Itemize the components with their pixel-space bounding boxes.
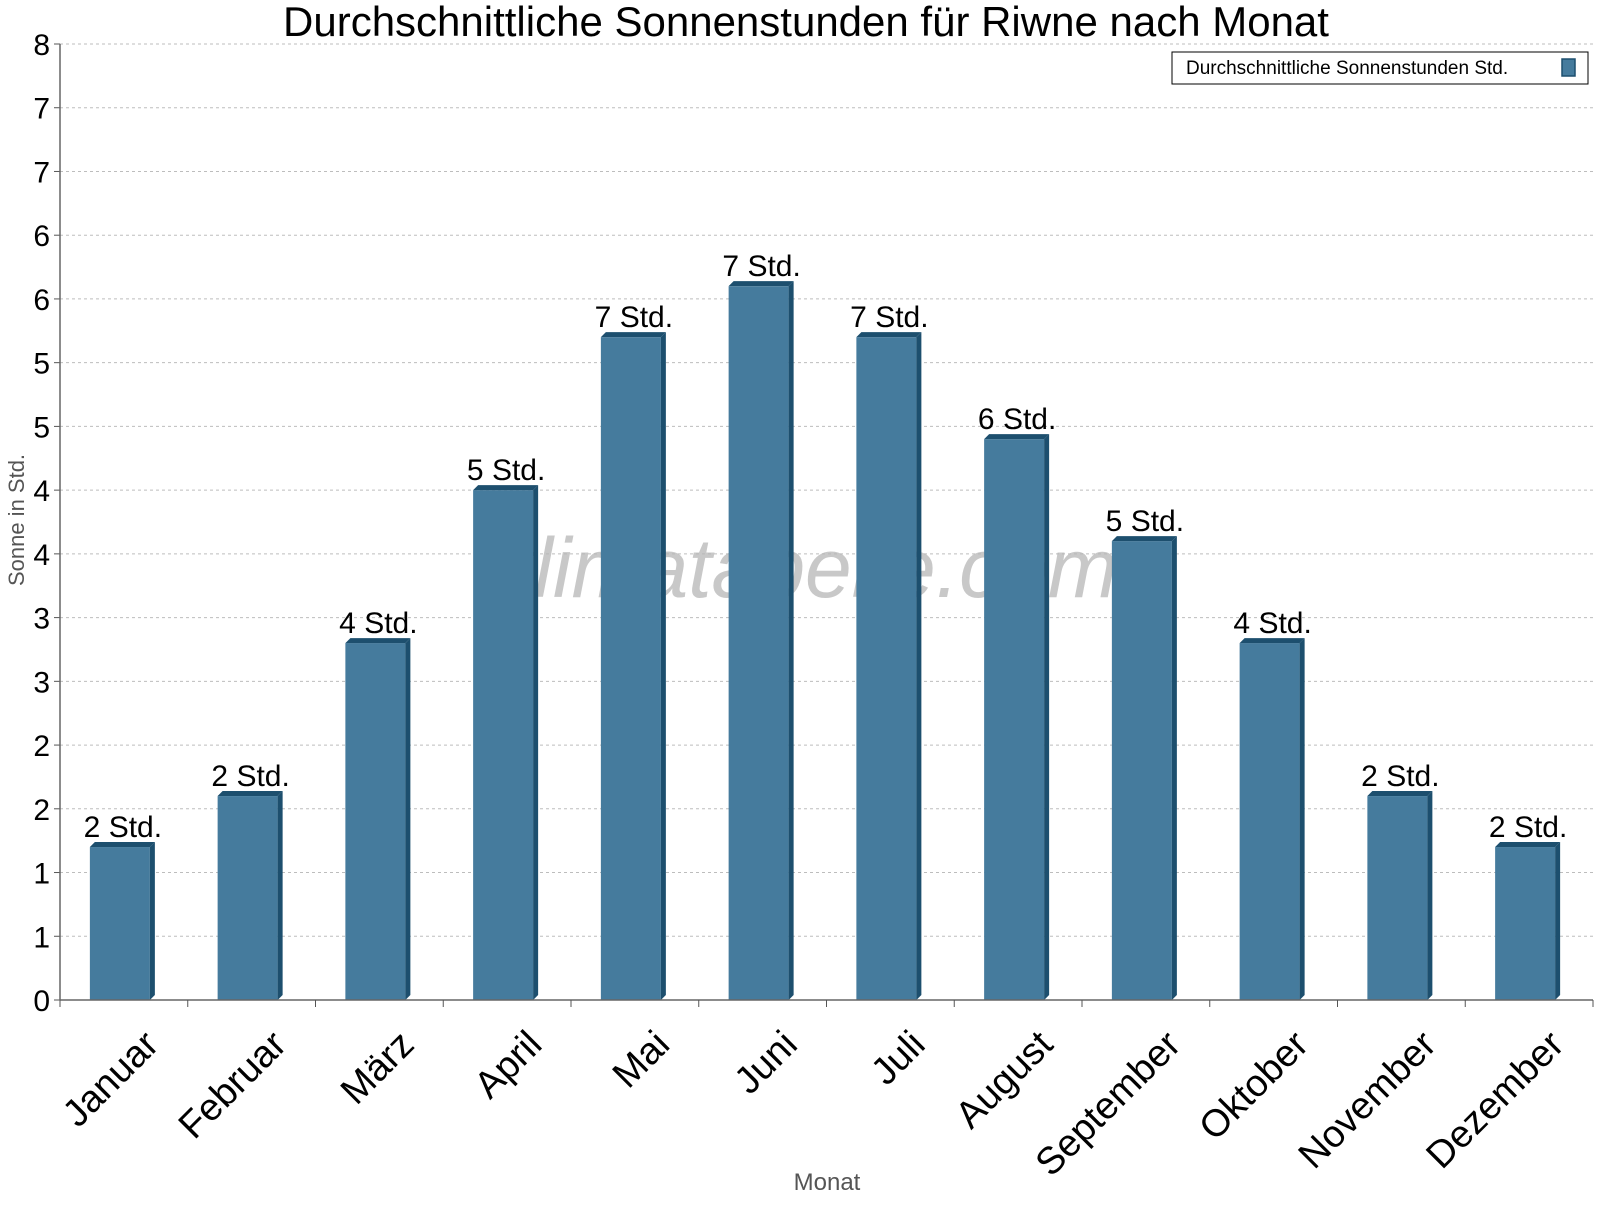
- y-tick-label: 4: [33, 539, 50, 572]
- bar-top: [1495, 842, 1561, 848]
- bar-side: [277, 791, 283, 1000]
- y-tick-label: 8: [33, 29, 50, 62]
- bar: [600, 337, 661, 1000]
- legend-swatch: [1561, 58, 1576, 77]
- bar-top: [600, 332, 666, 338]
- bar-side: [916, 332, 922, 1000]
- x-tick-label: Februar: [171, 1023, 295, 1147]
- bar-top: [89, 842, 155, 848]
- bar-side: [533, 485, 539, 1001]
- data-label: 2 Std.: [1361, 760, 1439, 793]
- y-tick-label: 2: [33, 794, 50, 827]
- bar-top: [1111, 536, 1177, 542]
- bar-side: [1044, 434, 1050, 1000]
- x-tick-label: August: [948, 1023, 1062, 1137]
- legend: Durchschnittliche Sonnenstunden Std.: [1171, 51, 1589, 85]
- bar: [728, 286, 789, 1001]
- x-axis-label: Monat: [794, 1169, 861, 1196]
- bar-side: [1427, 791, 1433, 1000]
- bar: [89, 847, 150, 1000]
- bar: [1111, 541, 1172, 1000]
- data-label: 6 Std.: [978, 403, 1056, 436]
- data-label: 5 Std.: [467, 454, 545, 487]
- data-label: 7 Std.: [850, 301, 928, 334]
- y-tick-label: 4: [33, 475, 50, 508]
- y-axis-label: Sonne in Std.: [4, 454, 29, 586]
- x-tick-label: April: [467, 1023, 550, 1106]
- bar-top: [473, 485, 539, 491]
- data-label: 2 Std.: [211, 760, 289, 793]
- x-tick-label: Januar: [55, 1023, 167, 1135]
- bar-top: [217, 791, 283, 797]
- x-tick-label: Dezember: [1419, 1023, 1573, 1177]
- y-tick-label: 0: [33, 985, 50, 1018]
- bar-side: [788, 281, 794, 1001]
- y-tick-label: 2: [33, 730, 50, 763]
- data-label: 4 Std.: [339, 607, 417, 640]
- bar: [856, 337, 917, 1000]
- bar-side: [1299, 638, 1305, 1000]
- bar-side: [1555, 842, 1561, 1000]
- chart-title: Durchschnittliche Sonnenstunden für Riwn…: [283, 0, 1329, 45]
- bar: [1495, 847, 1556, 1000]
- bar-top: [984, 434, 1050, 440]
- bar-side: [149, 842, 155, 1000]
- x-tick-label: Oktober: [1191, 1023, 1317, 1149]
- bar: [217, 796, 278, 1000]
- data-label: 7 Std.: [722, 250, 800, 283]
- x-tick-label: Juli: [863, 1023, 933, 1093]
- x-tick-label: März: [333, 1023, 422, 1112]
- y-tick-label: 6: [33, 284, 50, 317]
- legend-label: Durchschnittliche Sonnenstunden Std.: [1186, 58, 1508, 79]
- bar-top: [345, 638, 411, 644]
- data-label: 2 Std.: [1489, 811, 1567, 844]
- y-tick-label: 3: [33, 666, 50, 699]
- data-label: 4 Std.: [1233, 607, 1311, 640]
- y-tick-label: 1: [33, 858, 50, 891]
- bar: [1367, 796, 1428, 1000]
- data-labels: 2 Std. 2 Std. 4 Std. 5 Std. 7 Std. 7 Std. 7 St…: [84, 250, 1568, 844]
- y-tick-label: 5: [33, 348, 50, 381]
- y-tick-label: 7: [33, 93, 50, 126]
- y-tick-label: 6: [33, 220, 50, 253]
- bar-top: [856, 332, 922, 338]
- y-tick-label: 1: [33, 921, 50, 954]
- bar-side: [1171, 536, 1177, 1000]
- y-tick-label: 3: [33, 603, 50, 636]
- y-tick-label: 7: [33, 156, 50, 189]
- legend-box: [1171, 51, 1589, 85]
- bar-side: [405, 638, 411, 1000]
- bars: [89, 281, 1561, 1001]
- data-label: 2 Std.: [84, 811, 162, 844]
- x-tick-label: Mai: [605, 1023, 678, 1096]
- x-tick-label: November: [1291, 1023, 1445, 1177]
- bar: [345, 643, 406, 1000]
- bar-top: [1239, 638, 1305, 644]
- bar-top: [1367, 791, 1433, 797]
- axes: [54, 43, 1594, 1007]
- grid-lines: [60, 43, 1593, 937]
- data-label: 7 Std.: [595, 301, 673, 334]
- bar: [984, 439, 1045, 1000]
- bar: [1239, 643, 1300, 1000]
- bar-side: [660, 332, 666, 1000]
- bar-top: [728, 281, 794, 287]
- y-tick-label: 5: [33, 411, 50, 444]
- x-tick-label: Juni: [727, 1023, 806, 1102]
- bar: [473, 490, 534, 1000]
- data-label: 5 Std.: [1106, 505, 1184, 538]
